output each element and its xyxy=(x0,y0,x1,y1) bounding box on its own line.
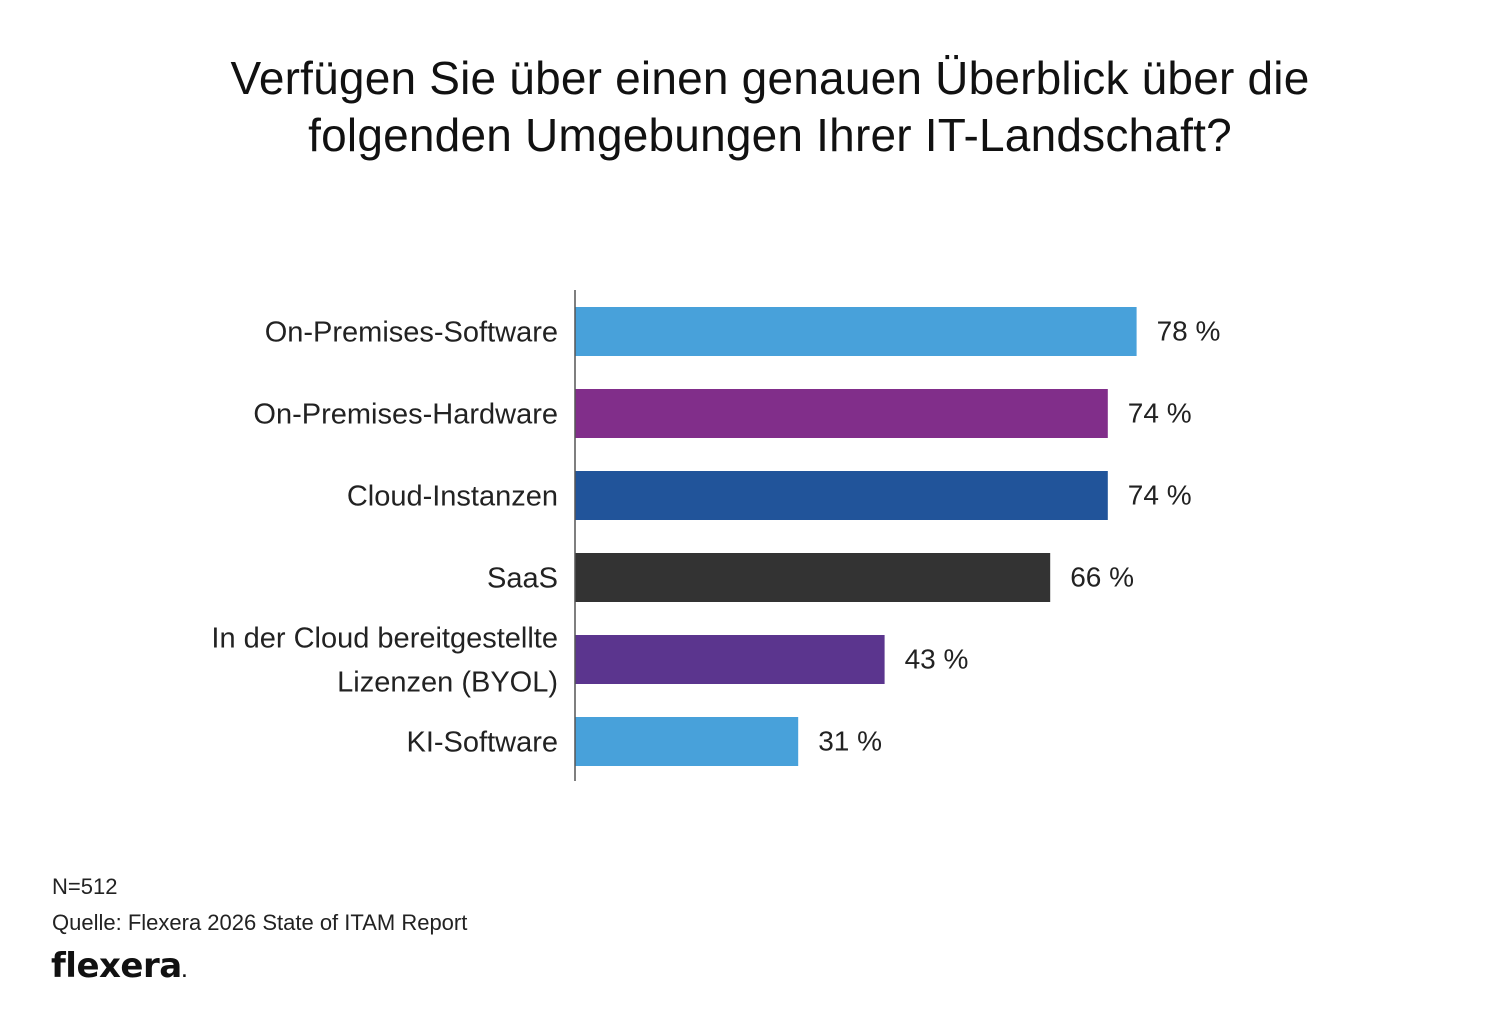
category-label-line: Cloud-Instanzen xyxy=(347,481,558,513)
bar xyxy=(575,471,1108,520)
category-label: In der Cloud bereitgestellte Lizenzen (BY… xyxy=(211,623,558,699)
value-label: 66 % xyxy=(1070,562,1134,593)
category-label: KI-Software xyxy=(407,727,559,759)
category-label: On-Premises-Software xyxy=(265,317,558,349)
category-label-line: On-Premises-Software xyxy=(265,317,558,349)
bar xyxy=(575,553,1051,602)
value-label: 43 % xyxy=(905,644,969,675)
bar xyxy=(575,717,799,766)
category-label-line: Lizenzen (BYOL) xyxy=(337,667,558,699)
bar xyxy=(575,635,885,684)
category-label-line: In der Cloud bereitgestellte xyxy=(211,623,558,655)
category-label-line: SaaS xyxy=(487,563,558,595)
value-label: 31 % xyxy=(818,726,882,757)
category-label: SaaS xyxy=(487,563,558,595)
value-label: 74 % xyxy=(1128,398,1192,429)
chart-title-line: Verfügen Sie über einen genauen Überblic… xyxy=(230,52,1310,104)
chart-title: Verfügen Sie über einen genauen Überblic… xyxy=(40,50,1500,164)
logo-text: flexera xyxy=(51,946,182,986)
category-label-line: On-Premises-Hardware xyxy=(253,399,558,431)
bar xyxy=(575,389,1108,438)
category-label: Cloud-Instanzen xyxy=(347,481,558,513)
sample-size-note: N=512 xyxy=(52,874,118,899)
chart-title-line: folgenden Umgebungen Ihrer IT-Landschaft… xyxy=(308,109,1232,161)
category-label-line: KI-Software xyxy=(407,727,559,759)
source-note: Quelle: Flexera 2026 State of ITAM Repor… xyxy=(52,910,468,935)
value-label: 78 % xyxy=(1157,316,1221,347)
value-label: 74 % xyxy=(1128,480,1192,511)
bar xyxy=(575,307,1137,356)
flexera-logo: flexera. xyxy=(51,946,187,986)
category-label: On-Premises-Hardware xyxy=(253,399,558,431)
